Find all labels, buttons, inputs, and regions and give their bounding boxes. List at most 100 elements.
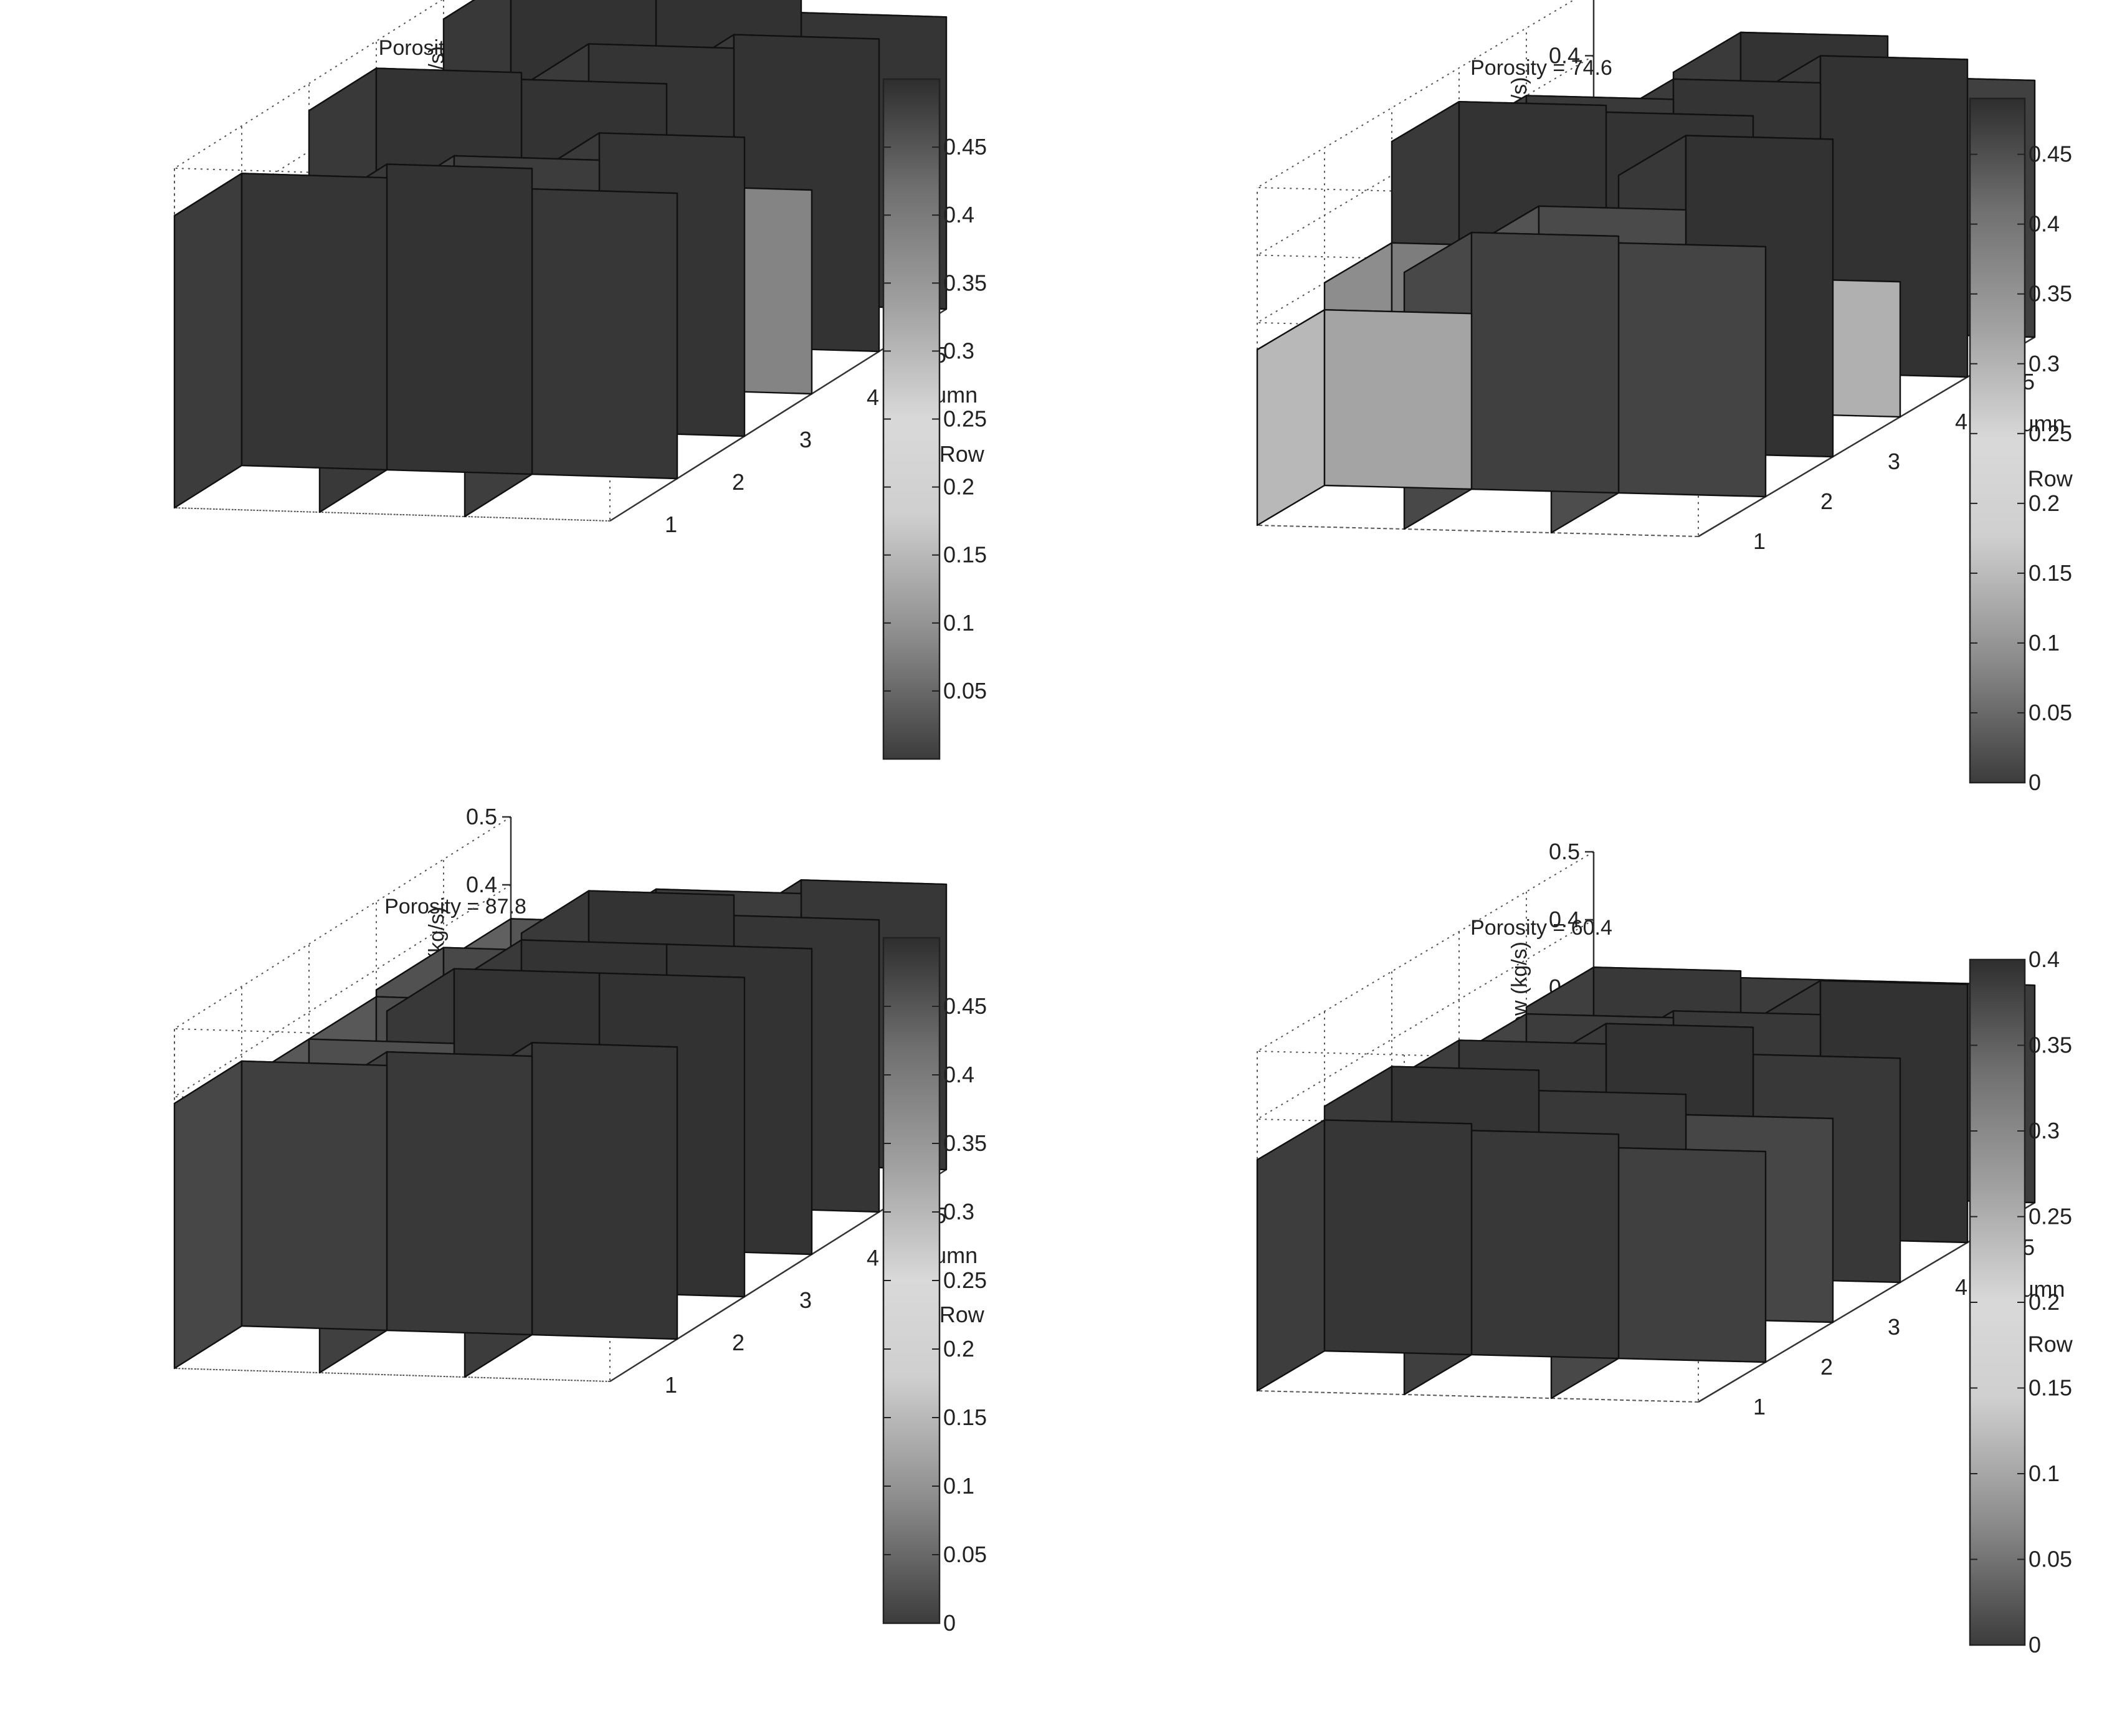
row-tick-label: 2 [732,469,744,495]
colorbar-bar [1969,97,2026,784]
row-tick-label: 3 [799,427,812,452]
colorbar-tick-label: 0.35 [2029,281,2072,307]
colorbar-tick-label: 0.3 [943,338,974,363]
colorbar: 0 0.05 0.1 0.15 0.2 0.25 0.3 0.35 0.4 0.45 [882,937,987,1636]
bar-side [1256,1119,1326,1392]
bar-front [1470,231,1620,494]
bar-front [1617,1147,1767,1363]
colorbar-bar [1969,958,2026,1646]
colorbar-tick-label: 0.4 [2029,947,2060,972]
colorbar-tick-label: 0.45 [943,993,987,1019]
chart-panel-2: Porosity = 74.600.10.20.30.40.5Mass Flow… [1255,0,2073,795]
bar-row1-col1 [173,173,388,509]
chart-panel-3: Porosity = 87.800.10.20.30.40.5Mass Flow… [172,804,987,1636]
colorbar-tick-label: 0.05 [2029,700,2072,725]
gridline-z [172,884,611,1110]
chart-title: Porosity = 87.8 [384,895,526,918]
bar-row1-col1 [1256,309,1473,527]
gridline-z [172,0,611,182]
colorbar-tick-label: 0.2 [943,1336,974,1362]
colorbar-tick-label: 0.45 [943,134,987,160]
bar-front [240,1060,388,1332]
bar-row1-col1 [1256,1119,1473,1392]
row-tick-label: 2 [1820,489,1833,514]
z-tick-label: 0.4 [1549,907,1580,932]
chart-panel-1: Porosity = 100.000.10.20.30.40.5Mass Flo… [172,0,987,760]
colorbar-tick-label: 0.2 [2029,1289,2060,1315]
z-tick-label: 0.5 [1549,839,1580,864]
chart-panel-4: Porosity = 60.400.10.20.30.40.5Mass Flow… [1255,839,2073,1657]
bar-front [1470,1130,1620,1360]
colorbar-tick-label: 0.05 [2029,1547,2072,1572]
row-tick-label: 3 [1888,1314,1900,1340]
bar-front [531,1042,678,1340]
row-tick-label: 1 [1753,1394,1766,1419]
colorbar-tick-label: 0.3 [2029,351,2060,376]
bar-front [1323,1119,1473,1356]
colorbar-tick-label: 0.2 [943,474,974,500]
colorbar-bar [882,78,941,760]
row-tick-label: 4 [1955,1274,1967,1300]
colorbar: 0.05 0.1 0.15 0.2 0.25 0.3 0.35 0.4 0.45 [882,78,987,760]
colorbar-tick-label: 0.25 [2029,1204,2072,1229]
bar-front [386,163,533,475]
row-tick-label: 4 [867,1245,879,1271]
z-tick-label: 0.5 [466,804,497,829]
bars [173,879,948,1378]
row-tick-label: 1 [665,1372,677,1398]
colorbar-tick-label: 0.1 [2029,630,2060,656]
colorbar-tick-label: 0.1 [2029,1461,2060,1486]
colorbar-tick-label: 0.4 [943,202,974,227]
colorbar-tick-label: 0.35 [943,270,987,295]
colorbar-tick-label: 0.4 [2029,211,2060,237]
row-tick-label: 2 [732,1330,744,1355]
bars [1256,31,2036,534]
colorbar-tick-label: 0.15 [943,1405,987,1430]
colorbar: 0 0.05 0.1 0.15 0.2 0.25 0.3 0.35 0.4 0.45 [1969,97,2072,795]
row-tick-label: 4 [1955,409,1967,434]
row-tick-label: 4 [867,384,879,410]
colorbar-tick-label: 0 [2029,770,2041,795]
colorbar-tick-label: 0 [943,1610,956,1636]
z-tick-label: 0.4 [466,872,497,897]
colorbar-tick-label: 0.35 [2029,1033,2072,1058]
colorbar-tick-label: 0.15 [2029,1375,2072,1401]
colorbar-tick-label: 0.15 [2029,560,2072,586]
bar-front [1323,309,1473,490]
colorbar-tick-label: 0.25 [943,1267,987,1293]
bar-front [531,188,678,480]
row-axis-label: Row [939,441,985,467]
colorbar-tick-label: 0.4 [943,1062,974,1087]
row-axis-label: Row [939,1302,985,1327]
bar-front [386,1051,533,1336]
colorbar-tick-label: 0.1 [943,1473,974,1499]
colorbar-tick-label: 0.2 [2029,490,2060,516]
colorbar-bar [882,937,941,1624]
bar-side [1256,309,1326,527]
z-tick-label: 0.5 [1549,0,1580,1]
gridline-z [172,816,611,1042]
row-axis-label: Row [2028,1332,2073,1357]
colorbar-tick-label: 0.05 [943,1542,987,1567]
bar-row1-col1 [173,1060,388,1370]
row-tick-label: 1 [665,512,677,537]
colorbar-tick-label: 0.3 [943,1199,974,1224]
row-axis-label: Row [2028,466,2073,492]
row-tick-label: 1 [1753,528,1766,554]
bars [1256,966,2036,1400]
z-tick-label: 0.4 [1549,42,1580,68]
row-tick-label: 2 [1820,1354,1833,1380]
chart-title: Porosity = 74.6 [1470,56,1612,80]
colorbar-tick-label: 0.1 [943,610,974,636]
colorbar-tick-label: 0.15 [943,542,987,568]
colorbar-tick-label: 0 [2029,1632,2041,1657]
colorbar-tick-label: 0.35 [943,1130,987,1156]
bar-front [240,173,388,471]
colorbar-tick-label: 0.45 [2029,141,2072,167]
gridline-row [1526,892,1968,1243]
row-tick-label: 3 [799,1287,812,1313]
bar-side [173,173,243,509]
colorbar-tick-label: 0.25 [2029,421,2072,446]
bars [173,0,948,518]
